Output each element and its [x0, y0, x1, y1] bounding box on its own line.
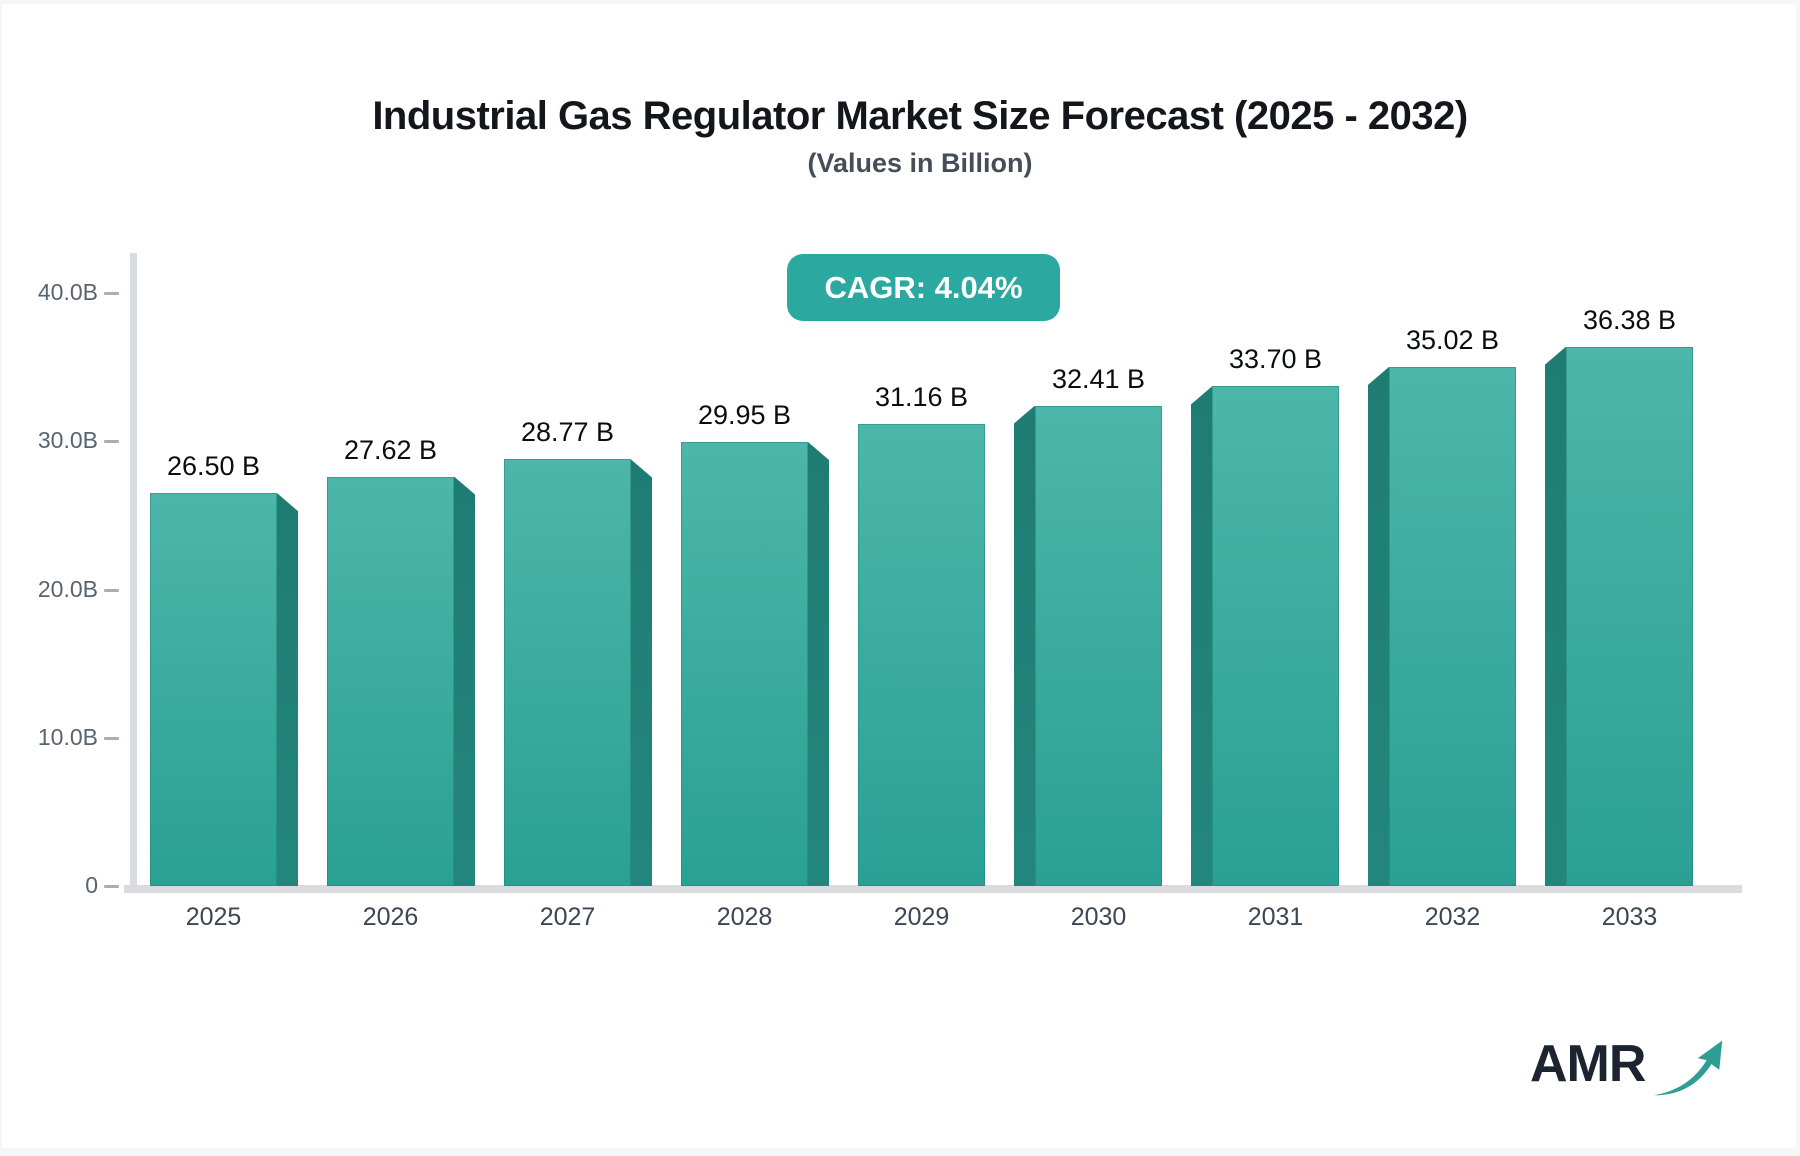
- bar-3d-side-2030: [1014, 405, 1035, 886]
- bar-3d-side-2026: [454, 476, 475, 886]
- y-axis-tick-mark: [104, 885, 119, 888]
- bar-value-label-2028: 29.95 B: [697, 399, 792, 430]
- growth-arrow-icon: [1653, 1040, 1723, 1096]
- chart-subtitle: (Values in Billion): [807, 148, 1033, 178]
- bar-2032: [1389, 366, 1516, 886]
- y-axis-line: [130, 253, 137, 886]
- y-axis-tick-mark: [104, 440, 119, 444]
- bar-2025: [150, 493, 277, 886]
- x-axis-baseline: [124, 885, 1742, 893]
- x-axis-label-2028: 2028: [716, 903, 773, 931]
- cagr-badge: CAGR: 4.04%: [787, 254, 1060, 321]
- x-axis-label-2033: 2033: [1601, 903, 1658, 931]
- bar-3d-side-2028: [808, 441, 829, 886]
- x-axis-label-2025: 2025: [185, 903, 242, 931]
- x-axis-label-2029: 2029: [893, 903, 950, 931]
- bar-value-label-2032: 35.02 B: [1405, 324, 1500, 355]
- y-axis-tick-mark: [104, 588, 119, 592]
- bar-2027: [504, 459, 631, 886]
- bar-2026: [327, 476, 454, 886]
- x-axis-label-2030: 2030: [1070, 903, 1127, 931]
- amr-logo-text: AMR: [1530, 1035, 1646, 1093]
- x-axis-label-2032: 2032: [1424, 903, 1481, 931]
- amr-logo: AMR: [1524, 1026, 1724, 1116]
- bar-value-label-2029: 31.16 B: [874, 382, 969, 413]
- y-axis-tick-label: 20.0B: [37, 575, 98, 602]
- y-axis-tick-label: 10.0B: [37, 723, 98, 750]
- y-axis-tick-label: 30.0B: [37, 427, 98, 454]
- bar-3d-side-2031: [1191, 386, 1212, 886]
- bar-3d-side-2025: [277, 493, 298, 886]
- bar-2033: [1566, 346, 1693, 886]
- bar-2031: [1212, 386, 1339, 886]
- x-axis-label-2031: 2031: [1247, 903, 1304, 931]
- bar-3d-side-2027: [631, 459, 652, 886]
- bar-value-label-2026: 27.62 B: [343, 434, 438, 465]
- bar-value-label-2027: 28.77 B: [520, 417, 615, 448]
- bar-2030: [1035, 405, 1162, 886]
- y-axis-tick-label: 40.0B: [37, 279, 98, 305]
- bar-value-label-2025: 26.50 B: [166, 451, 261, 482]
- bar-value-label-2033: 36.38 B: [1582, 304, 1677, 335]
- bar-2028: [681, 441, 808, 886]
- y-axis-tick-label: 0: [85, 872, 98, 898]
- y-axis-tick-mark: [104, 736, 119, 740]
- x-axis-label-2026: 2026: [362, 903, 419, 931]
- bar-value-label-2030: 32.41 B: [1051, 363, 1146, 394]
- bar-3d-side-2033: [1545, 346, 1566, 886]
- bar-3d-side-2032: [1368, 366, 1389, 886]
- bar-value-label-2031: 33.70 B: [1228, 344, 1323, 375]
- bar-2029: [858, 424, 985, 886]
- chart-title: Industrial Gas Regulator Market Size For…: [372, 94, 1468, 138]
- x-axis-label-2027: 2027: [539, 903, 596, 931]
- y-axis-tick-mark: [104, 292, 119, 295]
